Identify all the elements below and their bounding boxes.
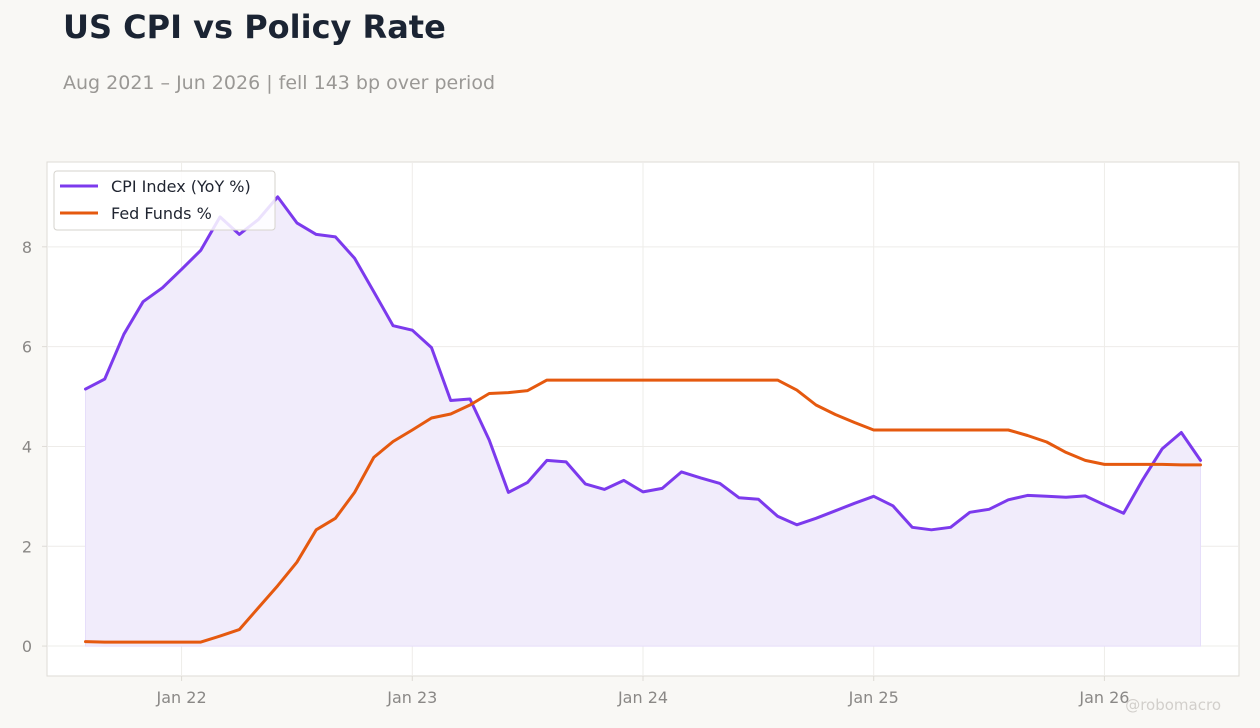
x-tick-label: Jan 22 [156,688,207,707]
y-tick-label: 2 [22,537,32,556]
x-tick-label: Jan 24 [617,688,668,707]
y-tick-label: 6 [22,338,32,357]
series-line-fed-funds [84,378,1202,644]
y-axis: 0 2 4 6 8 [22,238,47,656]
legend-label: CPI Index (YoY %) [111,177,251,196]
y-tick-label: 8 [22,238,32,257]
x-tick-label: Jan 25 [848,688,899,707]
legend: CPI Index (YoY %) Fed Funds % [53,170,276,231]
x-axis: Jan 22 Jan 23 Jan 24 Jan 25 Jan 26 [156,676,1129,707]
x-tick-label: Jan 26 [1078,688,1129,707]
y-tick-label: 0 [22,637,32,656]
watermark: @robomacro [1125,696,1221,714]
y-tick-label: 4 [22,437,32,456]
legend-box [53,170,276,231]
legend-label: Fed Funds % [111,204,212,223]
chart-title: US CPI vs Policy Rate [63,8,446,46]
chart-subtitle: Aug 2021 – Jun 2026 | fell 143 bp over p… [63,72,496,94]
x-tick-label: Jan 23 [386,688,437,707]
